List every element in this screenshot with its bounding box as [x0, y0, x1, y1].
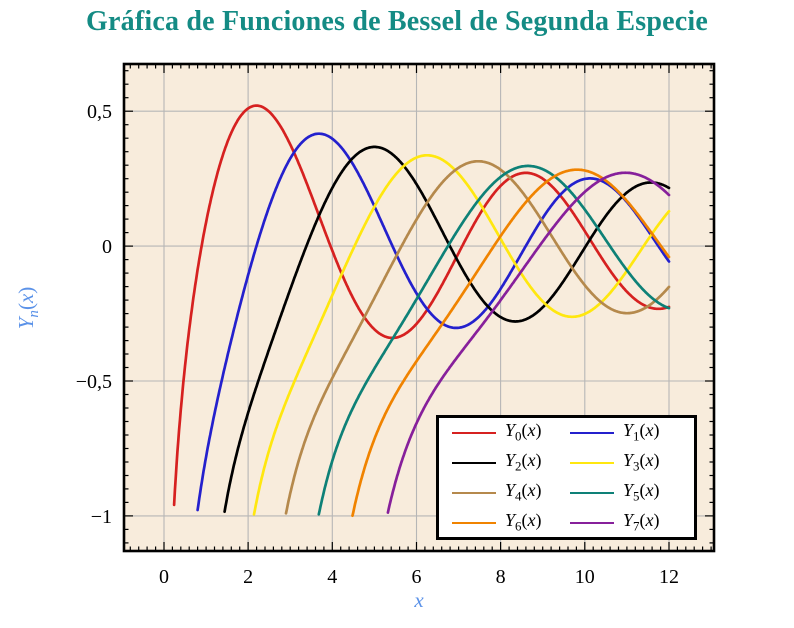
chart-title: Gráfica de Funciones de Bessel de Segund…: [86, 6, 708, 37]
y-tick-label: 0,5: [87, 101, 112, 123]
y-tick-label: −1: [91, 506, 112, 528]
curves: [172, 104, 671, 518]
legend-item-y7x: Y7(x): [570, 508, 688, 538]
legend: Y0(x) Y1(x) Y2(x) Y3(x) Y4(x) Y5(x) Y6(x) Y7(x): [436, 415, 697, 540]
legend-item-y4x: Y4(x): [452, 478, 570, 508]
legend-item-y1x: Y1(x): [570, 418, 688, 448]
y-tick-label: −0,5: [76, 371, 112, 393]
legend-label-y7x: Y7(x): [623, 510, 660, 534]
legend-label-y3x: Y3(x): [623, 450, 660, 474]
legend-line-y5x: [570, 491, 614, 494]
curve-y5x: [317, 164, 671, 516]
y-tick-label: 0: [102, 236, 112, 258]
tick-labels: 0 2 4 6 8 10 12 0,5 0 −0,5 −1: [76, 101, 679, 588]
x-tick-label: 10: [575, 566, 595, 588]
x-tick-label: 2: [243, 566, 253, 588]
legend-label-y4x: Y4(x): [505, 480, 542, 504]
curve-y6x: [351, 168, 671, 518]
legend-label-y6x: Y6(x): [505, 510, 542, 534]
legend-line-y0x: [452, 431, 496, 434]
x-tick-label: 0: [159, 566, 169, 588]
curve-y1x: [196, 132, 671, 512]
curve-y7x: [386, 171, 671, 514]
legend-line-y3x: [570, 461, 614, 464]
legend-item-y2x: Y2(x): [452, 448, 570, 478]
legend-line-y4x: [452, 491, 496, 494]
legend-item-y0x: Y0(x): [452, 418, 570, 448]
curve-y2x: [223, 145, 671, 514]
x-axis-label: x: [414, 588, 424, 612]
legend-line-y7x: [570, 521, 614, 524]
curve-y3x: [252, 153, 671, 516]
y-axis-label: Yn(x): [14, 286, 43, 330]
legend-line-y2x: [452, 461, 496, 464]
legend-label-y1x: Y1(x): [623, 420, 660, 444]
legend-line-y1x: [570, 431, 614, 434]
legend-item-y5x: Y5(x): [570, 478, 688, 508]
plot-frame: [122, 62, 716, 553]
legend-label-y0x: Y0(x): [505, 420, 542, 444]
curve-y4x: [284, 159, 671, 515]
legend-line-y6x: [452, 521, 496, 524]
x-tick-label: 4: [327, 566, 337, 588]
curve-y0x: [172, 104, 671, 507]
legend-item-y3x: Y3(x): [570, 448, 688, 478]
x-tick-label: 8: [496, 566, 506, 588]
legend-label-y2x: Y2(x): [505, 450, 542, 474]
x-tick-label: 6: [412, 566, 422, 588]
legend-item-y6x: Y6(x): [452, 508, 570, 538]
x-tick-label: 12: [659, 566, 679, 588]
legend-label-y5x: Y5(x): [623, 480, 660, 504]
